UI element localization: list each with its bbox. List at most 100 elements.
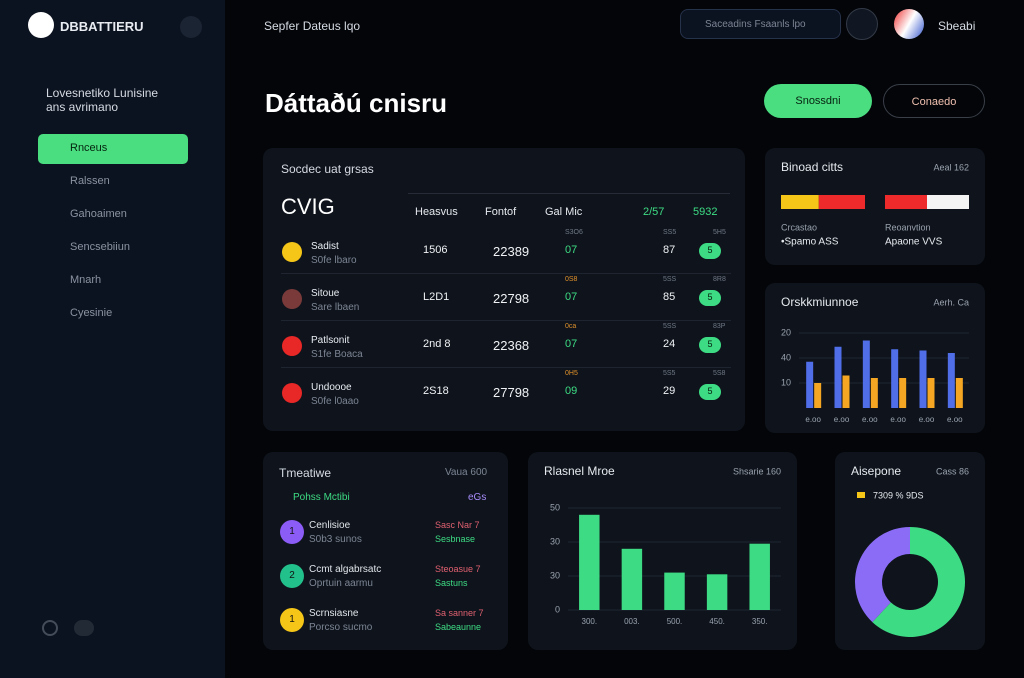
x-tick-label: 450. [709, 617, 725, 626]
brand: DBBATTIERU [60, 19, 144, 34]
chart-title: Aisepone [851, 464, 901, 478]
step-sub: S0b3 sunos [309, 534, 362, 545]
row-name: Sadist [311, 241, 339, 252]
step-status: Sesbnase [435, 534, 476, 544]
cell: 1506 [423, 244, 448, 256]
cell: 27798 [493, 385, 530, 400]
x-tick-label: e.oo [805, 415, 821, 424]
row-tag: 8R8 [713, 276, 726, 283]
column-header: Heasvus [415, 206, 458, 218]
row-tag: 5H5 [713, 229, 726, 236]
category-sublabel: Apaone VVS [885, 237, 943, 248]
cell: 85 [663, 291, 676, 303]
step-meta: Sasc Nar 7 [435, 520, 480, 530]
page-title: Dáttaðú cnisru [265, 88, 448, 118]
row-tag: 5S8 [713, 370, 726, 377]
bar [947, 353, 955, 408]
x-tick-label: e.oo [919, 415, 935, 424]
table-card: Socdec uat grsas CVIG Heasvus Fontof Gal M… [263, 148, 745, 431]
row-icon [282, 242, 302, 262]
nav-item[interactable]: Mnarh [70, 274, 102, 286]
cell: 07 [565, 244, 578, 256]
settings-icon[interactable] [42, 620, 58, 636]
bar [664, 572, 685, 610]
subtitle: ans avrimano [46, 100, 119, 114]
bar [806, 361, 814, 408]
secondary-button[interactable]: Conaedo [883, 84, 985, 118]
primary-button[interactable]: Snossdni [764, 84, 872, 118]
bar [814, 383, 822, 408]
nav-item[interactable]: Rnceus [38, 134, 188, 164]
chart-card: Rlasnel Mroe Shsarie 160 0 30 30 50 300. 003. 50… [528, 452, 797, 650]
bar [919, 350, 927, 408]
cell: 22798 [493, 291, 530, 306]
step-sub: Oprtuin aarmu [309, 578, 373, 589]
nav-item[interactable]: Cyesinie [70, 307, 113, 319]
cell: 29 [663, 385, 676, 397]
row-tag: 83P [713, 323, 726, 330]
bar [955, 378, 963, 408]
subtitle: Lovesnetiko Lunisine [46, 86, 159, 100]
row-tag: 5S5 [663, 370, 676, 377]
pie-slice [855, 527, 910, 623]
legend-item: eGs [468, 492, 487, 503]
chart: Aisepone Cass 86 7309 % 9DS [851, 464, 969, 637]
y-tick-label: 30 [550, 536, 560, 546]
category-label: Reoanvtion [885, 222, 931, 232]
cell: 87 [663, 244, 676, 256]
y-tick-label: 40 [781, 352, 791, 362]
step-title: Ccmt algabrsatc [309, 564, 382, 575]
row-name: Sitoue [311, 288, 340, 299]
step-icon: 1 [280, 608, 304, 632]
cell: 2S18 [423, 385, 449, 397]
timeline-card: Tmeatiwe Vaua 600 Pohss Mctibi eGs 1 Cenl… [263, 452, 508, 650]
card-title: Tmeatiwe [279, 466, 332, 480]
category-sublabel: •Spamo ASS [781, 237, 839, 248]
bar [579, 514, 600, 610]
bar [834, 346, 842, 408]
row-sub: Sare lbaen [311, 302, 360, 313]
cell: 07 [565, 338, 578, 350]
pie-slice [872, 527, 965, 637]
y-tick-label: 10 [781, 377, 791, 387]
bar [891, 349, 899, 408]
x-tick-label: e.oo [890, 415, 906, 424]
chart-note: Aeal 162 [933, 162, 969, 172]
category-label: Crcastao [781, 222, 817, 232]
step-meta: Steoasue 7 [435, 564, 481, 574]
row-tag: 5SS [663, 323, 677, 330]
chart-card: Aisepone Cass 86 7309 % 9DS [835, 452, 985, 650]
legend-swatch [857, 492, 865, 498]
cell: L2D1 [423, 291, 450, 303]
chart-note: Cass 86 [936, 466, 969, 476]
cell: 09 [565, 385, 578, 397]
row-icon [282, 383, 302, 403]
notifications[interactable] [846, 8, 878, 40]
nav-item[interactable]: Gahoaimen [70, 208, 127, 220]
row-divider [281, 367, 731, 368]
sidebar: DBBATTIERU Lovesnetiko Lunisine ans avri… [0, 0, 225, 678]
bar-segment [927, 195, 969, 209]
step-sub: Porcso sucmo [309, 622, 373, 633]
row-divider [281, 273, 731, 274]
row-tag: 0S8 [565, 276, 578, 283]
status-badge: 5 [699, 243, 721, 259]
row-divider [281, 320, 731, 321]
nav-item[interactable]: Sencsebiiun [70, 241, 130, 253]
chart: Binoad citts Aeal 162 Crcastao •Spamo ASS Re… [781, 160, 969, 248]
breadcrumb: Sepfer Dateus lqo [264, 19, 361, 33]
chart-title: Binoad citts [781, 160, 843, 174]
search-box[interactable]: Saceadins Fsaanls lpo [680, 9, 841, 39]
y-tick-label: 50 [550, 502, 560, 512]
avatar[interactable] [894, 9, 924, 39]
nav-item[interactable]: Ralssen [70, 175, 110, 187]
toggle[interactable] [74, 620, 94, 636]
search-icon[interactable] [180, 16, 202, 38]
row-tag: 0ca [565, 323, 577, 330]
x-tick-label: e.oo [862, 415, 878, 424]
status-badge: 5 [699, 290, 721, 306]
x-tick-label: e.oo [834, 415, 850, 424]
legend-label: 7309 % 9DS [873, 490, 924, 500]
step-status: Sabeaunne [435, 622, 482, 632]
